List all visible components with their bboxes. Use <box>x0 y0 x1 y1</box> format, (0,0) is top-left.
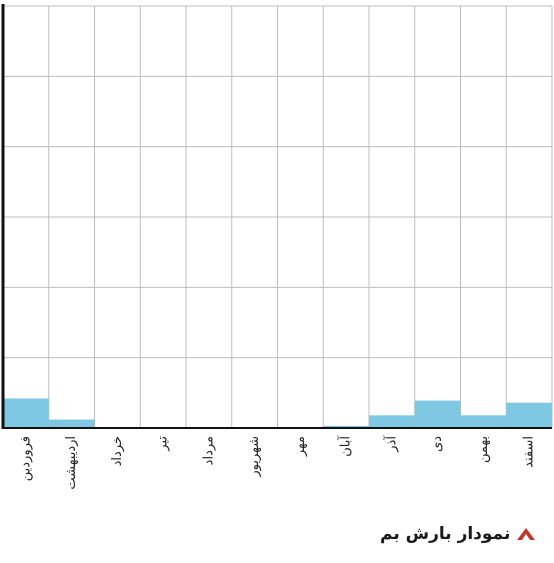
chart-grid <box>3 5 553 428</box>
chart-axes <box>1 4 552 429</box>
x-tick-label: فروردین <box>18 436 33 481</box>
x-tick-label: مرداد <box>201 436 216 465</box>
x-tick-label: خرداد <box>110 436 125 466</box>
bar-1 <box>3 398 49 428</box>
chart-title: نمودار بارش بم <box>380 524 511 544</box>
x-tick-label: آذر <box>382 435 399 453</box>
bar-10 <box>414 400 461 428</box>
x-tick-label: تیر <box>156 436 171 452</box>
x-tick-label: اسفند <box>522 436 537 468</box>
x-tick-label: شهریور <box>247 436 262 478</box>
triangle-marker-icon <box>517 528 536 540</box>
x-tick-label: دی <box>430 436 445 452</box>
x-tick-label: مهر <box>293 436 308 457</box>
precipitation-chart: فروردین اردیبهشت خرداد تیر مرداد شهریور مهر آبا… <box>1 4 553 490</box>
bar-2 <box>48 419 95 428</box>
x-axis-labels: فروردین اردیبهشت خرداد تیر مرداد شهریور مهر آبا… <box>18 435 536 490</box>
bar-8 <box>323 425 369 428</box>
chart-bars <box>3 398 552 428</box>
x-tick-label: بهمن <box>476 436 491 463</box>
x-tick-label: آبان <box>337 435 354 457</box>
bar-11 <box>460 415 507 428</box>
chart-caption: نمودار بارش بم <box>380 524 536 544</box>
bar-9 <box>369 415 415 428</box>
x-tick-label: اردیبهشت <box>64 436 79 490</box>
bar-12 <box>506 402 552 428</box>
